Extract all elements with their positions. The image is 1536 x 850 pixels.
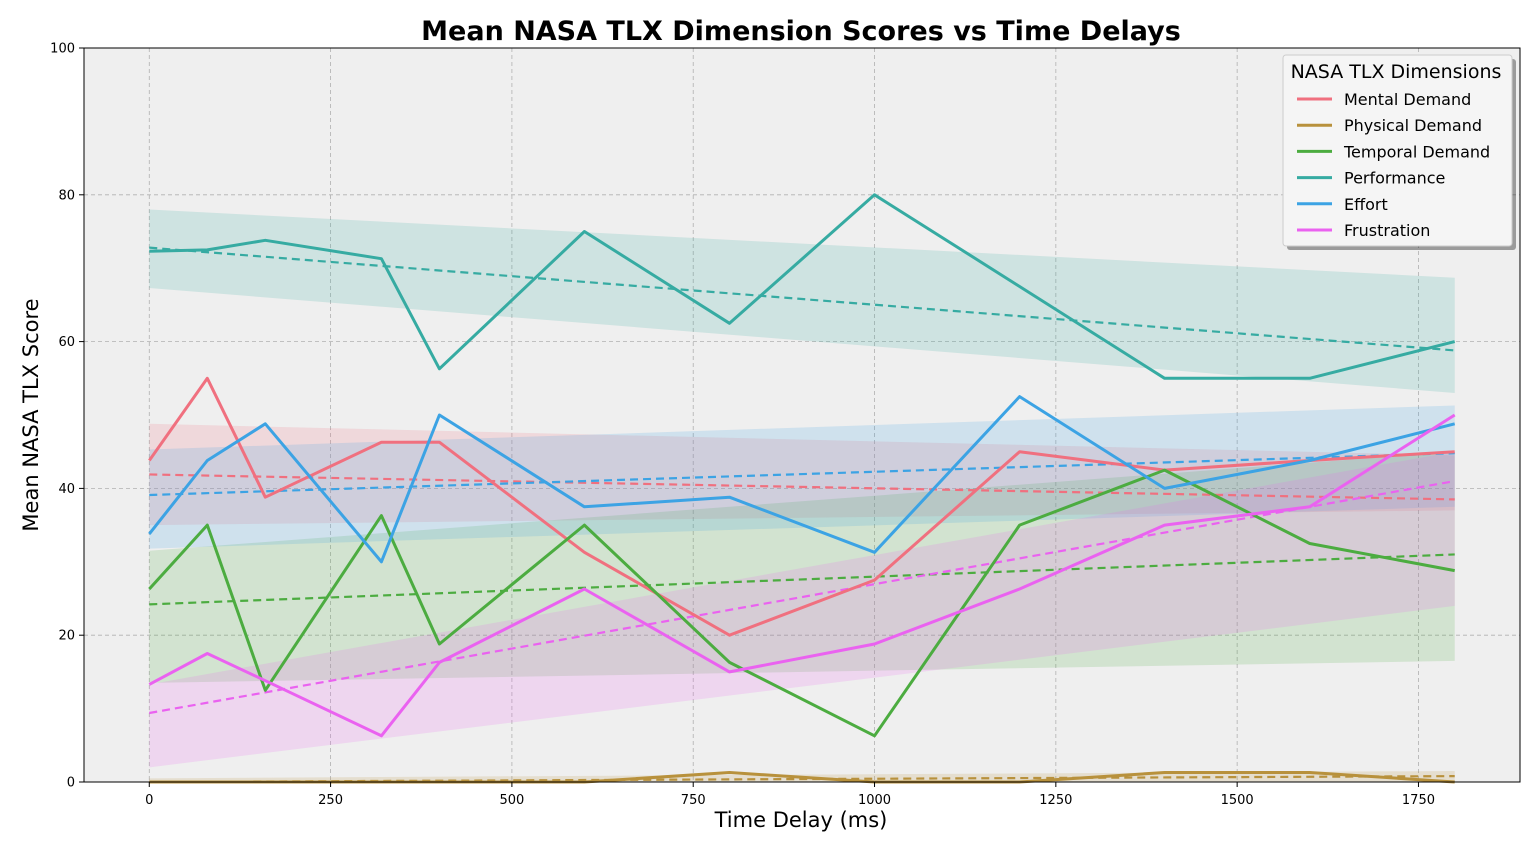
legend-items: Mental Demand Physical Demand Temporal Dem… (1297, 90, 1490, 240)
physical-demand-trend-line (149, 775, 1455, 784)
x-tick-label: 1250 (1039, 793, 1072, 808)
legend: NASA TLX Dimensions Mental Demand Physica… (1282, 54, 1516, 250)
plot-area (84, 48, 1520, 782)
x-tick-label: 250 (318, 793, 343, 808)
frustration-legend-label: Frustration (1344, 221, 1430, 240)
frustration-confidence-band (149, 451, 1455, 768)
x-tick-label: 1750 (1402, 793, 1435, 808)
mental-demand-legend-label: Mental Demand (1344, 90, 1471, 109)
y-tick-label: 80 (58, 188, 75, 203)
y-tick-label: 0 (67, 776, 75, 791)
chart-title: Mean NASA TLX Dimension Scores vs Time D… (421, 16, 1181, 47)
plot-frame (83, 47, 1521, 783)
trend-lines (149, 246, 1455, 784)
y-tick-label: 60 (58, 335, 75, 350)
y-axis-label: Mean NASA TLX Score (19, 298, 43, 531)
temporal-demand-trend-line (149, 553, 1455, 606)
y-tick-label: 100 (50, 42, 75, 57)
x-axis-label: Time Delay (ms) (714, 808, 888, 832)
mental-demand-trend-line (149, 473, 1455, 501)
effort-trend-line (149, 452, 1455, 497)
effort-confidence-band (149, 405, 1455, 549)
x-tick-label: 0 (145, 793, 153, 808)
effort-line (148, 395, 1456, 564)
y-axis-ticks: 0 20 40 60 80 100 (50, 42, 84, 791)
legend-title: NASA TLX Dimensions (1291, 61, 1502, 83)
effort-legend-label: Effort (1344, 195, 1388, 214)
temporal-demand-legend-label: Temporal Demand (1343, 142, 1490, 161)
x-tick-label: 750 (681, 793, 706, 808)
y-tick-label: 40 (58, 482, 75, 497)
confidence-bands (149, 209, 1455, 782)
performance-line (149, 193, 1456, 380)
physical-demand-legend-label: Physical Demand (1344, 116, 1482, 135)
performance-confidence-band (149, 209, 1455, 393)
y-tick-label: 20 (58, 629, 75, 644)
performance-trend-line (149, 246, 1455, 352)
x-tick-label: 1000 (858, 793, 891, 808)
x-axis-ticks: 0 250 500 750 1000 1250 1500 1750 (145, 782, 1435, 808)
x-tick-label: 1500 (1221, 793, 1254, 808)
x-tick-label: 500 (499, 793, 524, 808)
temporal-demand-confidence-band (149, 451, 1455, 683)
legend-box (1282, 54, 1513, 247)
series-lines (148, 193, 1456, 784)
performance-legend-label: Performance (1344, 169, 1445, 188)
frustration-line (148, 413, 1456, 738)
